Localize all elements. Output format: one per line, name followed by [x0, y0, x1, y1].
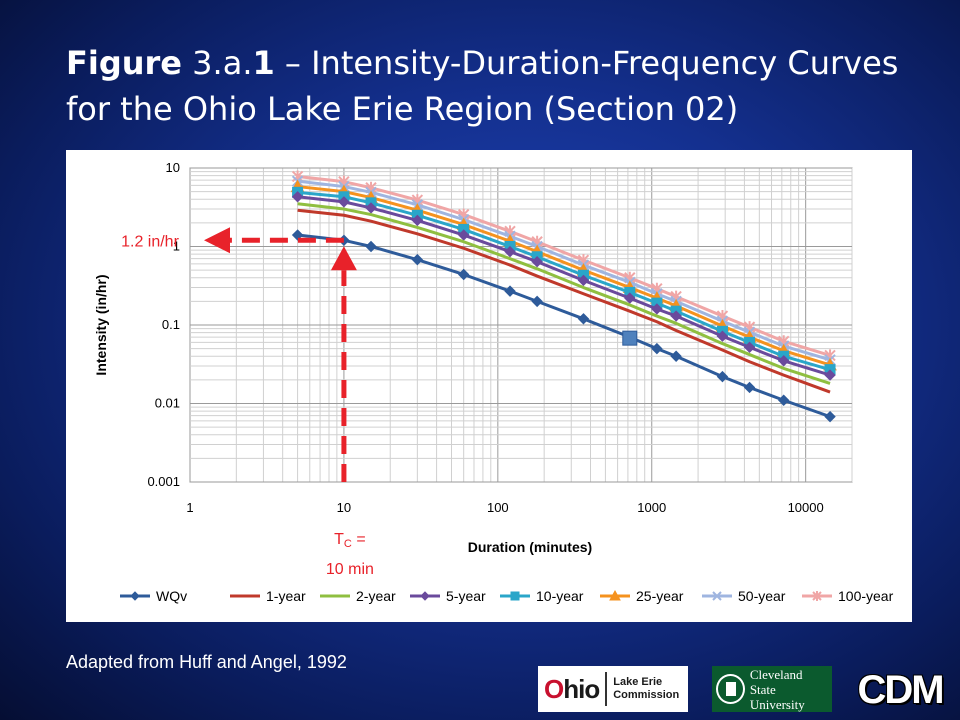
- x-axis-label: Duration (minutes): [468, 539, 592, 555]
- legend-entry: 10-year: [500, 588, 584, 604]
- x-tick-label: 10: [337, 500, 351, 515]
- csu-line2: University: [749, 696, 805, 712]
- legend-label: 50-year: [738, 588, 786, 604]
- legend-label: 10-year: [536, 588, 584, 604]
- legend-label: 100-year: [838, 588, 894, 604]
- data-point: [420, 591, 430, 601]
- ohio-lake-erie-commission-logo: Ohio Lake Erie Commission: [538, 666, 688, 712]
- x-tick-label: 100: [487, 500, 509, 515]
- data-point: [624, 292, 636, 304]
- legend-entry: 2-year: [320, 588, 396, 604]
- data-point: [130, 591, 140, 601]
- data-point: [457, 229, 470, 241]
- cleveland-state-university-logo: Cleveland State University: [712, 666, 832, 712]
- data-point: [411, 253, 424, 266]
- y-tick-label: 10: [166, 160, 180, 175]
- y-tick-label: 0.001: [147, 474, 180, 489]
- data-point: [457, 268, 470, 281]
- legend-label: 5-year: [446, 588, 486, 604]
- y-tick-label: 0.01: [155, 396, 180, 411]
- data-point: [531, 256, 543, 268]
- y-axis-label: Intensity (in/hr): [93, 274, 109, 375]
- title-bold-number: 1: [252, 44, 275, 82]
- chart-series: [290, 170, 837, 423]
- series-2-year: [297, 202, 831, 385]
- legend-entry: WQv: [120, 588, 187, 604]
- data-point: [743, 381, 756, 394]
- ohio-logo-text: Ohio: [544, 673, 600, 705]
- data-point: [778, 394, 790, 406]
- highlight-point: [622, 330, 638, 346]
- legend-label: WQv: [156, 588, 187, 604]
- logo-divider: [605, 672, 608, 706]
- data-point: [743, 341, 756, 354]
- legend-label: 2-year: [356, 588, 396, 604]
- ohio-logo-rest: hio: [563, 673, 600, 704]
- x-tick-label: 1: [186, 500, 193, 515]
- legend-entry: 1-year: [230, 588, 306, 604]
- data-point: [365, 202, 377, 214]
- cdm-logo: CDM: [857, 668, 944, 712]
- legend-entry: 100-year: [802, 588, 894, 604]
- data-point: [510, 591, 520, 601]
- y-tick-label: 0.1: [162, 317, 180, 332]
- series-line: [297, 208, 831, 394]
- y-tick-label: 1: [173, 239, 180, 254]
- legend-entry: 25-year: [600, 588, 684, 604]
- slide-title: Figure 3.a.1 – Intensity-Duration-Freque…: [66, 40, 946, 132]
- csu-line1: Cleveland State: [749, 666, 803, 697]
- idf-chart: 1 10 100 1000 10000 10 1 0.1 0.01 0.001 Duration (…: [93, 160, 894, 604]
- commission-name: Lake Erie Commission: [613, 676, 679, 702]
- data-point: [577, 313, 590, 325]
- chart-legend: WQv 1-year 2-year 5-year 10-year 25-year 50-ye…: [120, 588, 894, 604]
- data-point: [504, 285, 516, 297]
- data-point: [716, 370, 729, 383]
- data-point: [609, 589, 621, 601]
- legend-label: 1-year: [266, 588, 306, 604]
- source-caption: Adapted from Huff and Angel, 1992: [66, 652, 347, 672]
- data-point: [712, 591, 722, 601]
- data-point: [670, 310, 682, 322]
- x-tick-label: 10000: [788, 500, 824, 515]
- legend-label: 25-year: [636, 588, 684, 604]
- title-number: 3.a.: [182, 44, 253, 82]
- data-point: [778, 355, 790, 367]
- series-line: [297, 202, 831, 385]
- data-point: [670, 350, 682, 362]
- data-point: [531, 295, 543, 308]
- university-name: Cleveland State University: [750, 667, 828, 712]
- commission-line1: Lake Erie: [613, 676, 663, 688]
- legend-entry: 5-year: [410, 588, 486, 604]
- chart-panel: 1 10 100 1000 10000 10 1 0.1 0.01 0.001 Duration (…: [66, 150, 912, 622]
- series-wqv: [291, 229, 836, 423]
- commission-line2: Commission: [613, 689, 680, 701]
- data-point: [504, 245, 516, 258]
- data-point: [716, 330, 729, 342]
- data-point: [651, 342, 663, 355]
- title-bold-figure: Figure: [66, 44, 182, 82]
- data-point: [291, 191, 304, 203]
- data-point: [365, 240, 377, 253]
- data-point: [651, 303, 663, 315]
- data-point: [824, 369, 836, 381]
- series-5-year: [291, 191, 836, 381]
- series-1-year: [297, 208, 831, 394]
- data-point: [411, 214, 424, 227]
- data-point: [824, 410, 836, 423]
- x-tick-label: 1000: [637, 500, 666, 515]
- title-text: – Intensity-Duration-Frequency Curves fo…: [66, 44, 899, 128]
- data-point: [577, 274, 590, 287]
- chart-axes: 1 10 100 1000 10000 10 1 0.1 0.01 0.001 Duration (…: [93, 160, 824, 555]
- data-point: [338, 196, 350, 208]
- university-seal-icon: [716, 674, 745, 704]
- data-point: [812, 591, 822, 601]
- legend-entry: 50-year: [702, 588, 786, 604]
- ohio-logo-letter-o: O: [544, 673, 564, 704]
